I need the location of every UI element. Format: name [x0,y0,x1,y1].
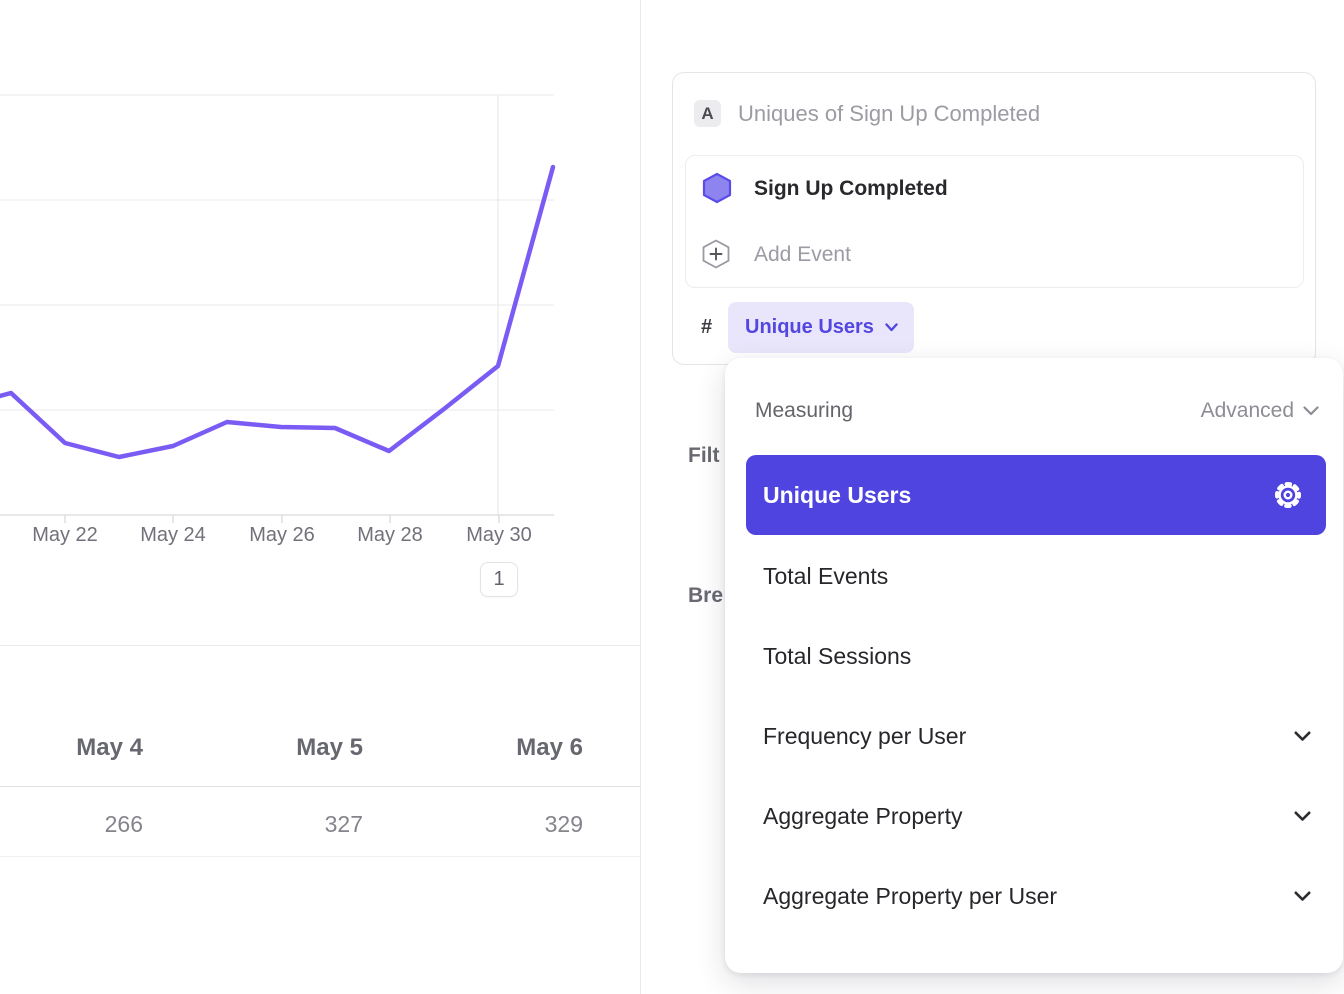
menu-item-total-events[interactable]: Total Events [763,536,1311,616]
chart-axis [0,514,554,523]
advanced-mode-label: Advanced [1200,399,1294,422]
signups-line-chart [0,94,556,523]
event-hexagon-icon [702,172,732,204]
menu-item-label: Unique Users [763,481,912,508]
measuring-dropdown-menu: Measuring Advanced Unique Users Total Ev… [725,358,1343,973]
menu-item-label: Aggregate Property per User [763,882,1058,909]
query-series-card: A Uniques of Sign Up Completed Sign Up C… [672,72,1316,365]
signups-line [0,164,556,460]
menu-item-label: Aggregate Property [763,802,963,829]
table-header-may-4: May 4 [76,734,143,761]
menu-item-total-sessions[interactable]: Total Sessions [763,616,1311,696]
x-tick-may-22: May 22 [32,524,98,546]
measurement-hash-prefix: # [701,316,713,338]
measuring-menu-title: Measuring [755,399,854,422]
menu-item-label: Total Sessions [763,642,912,669]
menu-item-unique-users[interactable]: Unique Users [746,455,1326,535]
measuring-menu-header: Measuring Advanced [755,398,1319,424]
chevron-down-icon [1294,890,1311,901]
chevron-down-icon [1303,406,1319,416]
menu-item-label: Total Events [763,562,889,589]
table-value-may-4: 266 [104,811,143,837]
chart-gridlines [0,94,554,515]
pagination-badge[interactable]: 1 [480,562,518,597]
x-tick-may-28: May 28 [357,524,423,546]
table-row-separator [0,856,641,857]
table-header-separator [0,786,641,787]
series-title: Uniques of Sign Up Completed [738,101,1041,126]
x-tick-may-24: May 24 [140,524,206,546]
menu-item-frequency-per-user[interactable]: Frequency per User [763,696,1311,776]
gear-icon[interactable] [1274,481,1302,509]
add-event-icon[interactable] [701,238,731,270]
panel-divider [640,0,641,994]
menu-item-aggregate-property[interactable]: Aggregate Property [763,776,1311,856]
table-header-may-5: May 5 [296,734,363,761]
menu-item-label: Frequency per User [763,722,967,749]
x-tick-may-26: May 26 [249,524,315,546]
menu-item-aggregate-property-per-user[interactable]: Aggregate Property per User [763,856,1311,936]
x-tick-may-30: May 30 [466,524,532,546]
event-name[interactable]: Sign Up Completed [754,177,948,200]
chevron-down-icon [1294,730,1311,741]
chevron-down-icon [885,323,898,332]
breakdown-section-label: Bre [688,584,724,607]
chart-table-divider [0,645,641,646]
measurement-dropdown-trigger[interactable]: Unique Users [728,302,914,353]
chevron-down-icon [1294,810,1311,821]
table-value-may-5: 327 [324,811,363,837]
measurement-value: Unique Users [745,316,874,338]
advanced-mode-toggle[interactable]: Advanced [1201,399,1319,423]
filter-section-label: Filt [688,444,720,467]
event-card: Sign Up Completed Add Event [685,155,1304,288]
table-value-may-6: 329 [544,811,583,837]
table-header-may-6: May 6 [516,734,583,761]
series-letter-badge: A [694,100,721,127]
add-event-button[interactable]: Add Event [754,243,851,266]
